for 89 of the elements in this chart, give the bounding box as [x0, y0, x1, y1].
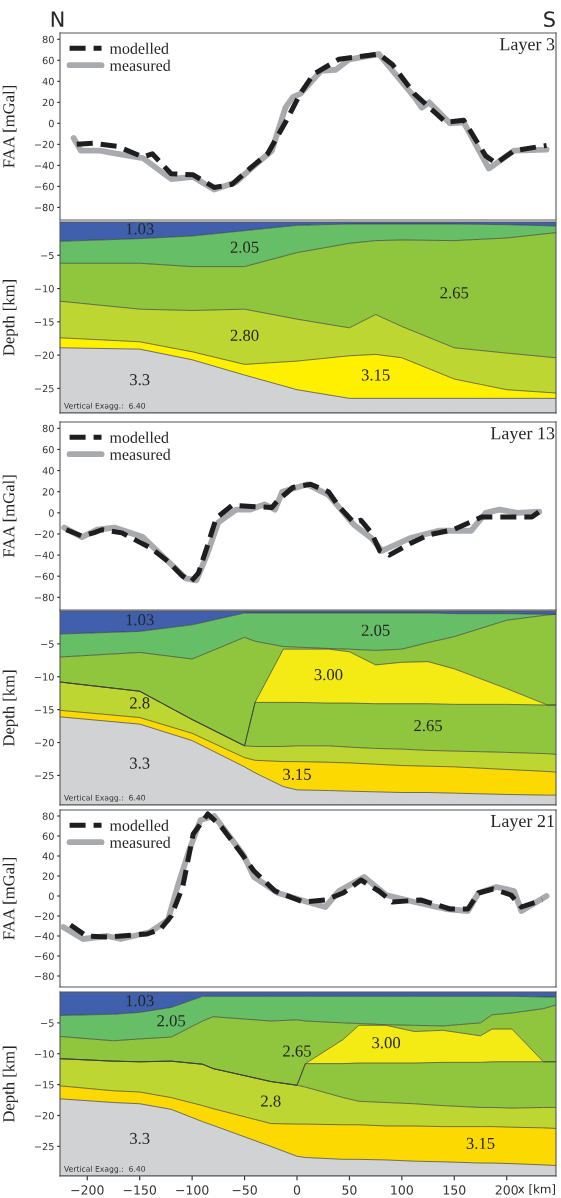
chart-title: Layer 21 — [490, 814, 554, 831]
y-tick-label: 20 — [42, 488, 54, 496]
y-tick-label: 40 — [42, 467, 54, 475]
x-tick-label: 150 — [443, 1185, 466, 1195]
y-tick-label: 80 — [42, 424, 54, 433]
series-label: 3.3 — [130, 374, 150, 386]
series-label: 2.05 — [230, 241, 259, 253]
y-tick-label: −25 — [34, 1142, 54, 1151]
y-tick-label: −60 — [34, 952, 54, 960]
series-label: 2.05 — [157, 1015, 186, 1027]
series-label: 3.00 — [314, 669, 343, 681]
y-tick-label: 60 — [42, 832, 54, 840]
x-tick-label: −150 — [123, 1185, 157, 1195]
y-tick-label: −80 — [34, 972, 54, 980]
chart-title: Layer 13 — [490, 427, 555, 444]
y-tick-label: −15 — [34, 1081, 54, 1089]
y-axis-title: FAA [mGal] — [2, 857, 17, 940]
y-tick-label: −5 — [41, 251, 54, 260]
y-tick-label: 60 — [42, 445, 54, 454]
text: S — [544, 11, 555, 28]
x-tick-label: 0 — [293, 1185, 301, 1195]
y-axis-title: Depth [km] — [2, 280, 18, 356]
legend-label: measured — [109, 836, 171, 848]
y-tick-label: −10 — [34, 1050, 54, 1058]
series-label: 2.80 — [230, 329, 259, 342]
y-tick-label: 80 — [42, 35, 54, 44]
y-tick-label: −20 — [34, 1111, 54, 1120]
y-tick-label: 40 — [42, 77, 54, 86]
y-tick-label: −40 — [34, 161, 54, 170]
y-tick-label: −15 — [34, 318, 54, 326]
y-tick-label: −5 — [41, 640, 54, 648]
y-tick-label: 80 — [42, 812, 54, 820]
series-label: 1.03 — [126, 995, 154, 1007]
series-label: 3.15 — [466, 1137, 495, 1150]
series-label: 3.15 — [283, 768, 311, 780]
y-tick-label: −20 — [34, 530, 54, 538]
y-tick-label: 0 — [48, 892, 54, 900]
x-tick-label: −200 — [71, 1185, 104, 1195]
series-label: 1.03 — [126, 614, 154, 626]
y-axis-title: Depth [km] — [2, 670, 18, 747]
x-axis-title: x [km] — [518, 1184, 555, 1195]
legend-label: measured — [109, 59, 171, 71]
y-tick-label: 0 — [48, 119, 54, 128]
series-label: 2.05 — [361, 624, 390, 636]
series-label: 3.00 — [372, 1037, 401, 1049]
legend-label: modelled — [109, 431, 169, 443]
y-tick-label: −5 — [41, 1019, 54, 1027]
series-label: 2.65 — [283, 1045, 311, 1057]
y-tick-label: 40 — [42, 852, 54, 860]
series-label: 2.65 — [440, 287, 469, 299]
y-tick-label: −20 — [34, 912, 54, 920]
y-tick-label: −10 — [34, 673, 54, 681]
series-label: 3.3 — [130, 757, 150, 769]
y-tick-label: −20 — [34, 351, 54, 359]
x-tick-label: −50 — [232, 1185, 257, 1195]
x-tick-label: 50 — [342, 1185, 357, 1195]
y-tick-label: −60 — [34, 572, 54, 581]
y-tick-label: 60 — [42, 56, 54, 65]
series-label: 2.8 — [130, 697, 150, 709]
legend-label: measured — [109, 448, 171, 460]
y-tick-label: −25 — [34, 384, 54, 393]
y-tick-label: −80 — [34, 203, 54, 212]
y-tick-label: 20 — [42, 98, 54, 107]
x-tick-label: −100 — [176, 1185, 209, 1195]
legend-label: modelled — [109, 819, 169, 831]
y-tick-label: −80 — [34, 593, 54, 602]
y-axis-title: FAA [mGal] — [2, 475, 17, 558]
series-label: 3.3 — [130, 1132, 150, 1145]
y-tick-label: −20 — [34, 140, 54, 149]
y-tick-label: −25 — [34, 771, 54, 780]
y-tick-label: −40 — [34, 932, 54, 940]
series-label: 2.65 — [414, 720, 442, 732]
y-axis-title: Depth [km] — [2, 1046, 18, 1123]
x-tick-label: 100 — [391, 1185, 413, 1195]
x-tick-label: 200 — [495, 1185, 518, 1195]
y-tick-label: −40 — [34, 551, 54, 559]
series-label: 2.8 — [261, 1095, 281, 1107]
y-axis-title: FAA [mGal] — [2, 85, 17, 168]
y-tick-label: −10 — [34, 285, 54, 293]
y-tick-label: −20 — [34, 739, 54, 747]
y-tick-label: −15 — [34, 706, 54, 714]
legend-label: modelled — [109, 42, 169, 54]
chart-title: Layer 3 — [499, 38, 555, 55]
y-tick-label: 0 — [48, 509, 54, 517]
y-tick-label: −60 — [34, 182, 54, 191]
series-label: 1.03 — [126, 223, 154, 235]
text: N — [51, 11, 64, 27]
series-label: 3.15 — [361, 369, 390, 381]
y-tick-label: 20 — [42, 872, 54, 880]
